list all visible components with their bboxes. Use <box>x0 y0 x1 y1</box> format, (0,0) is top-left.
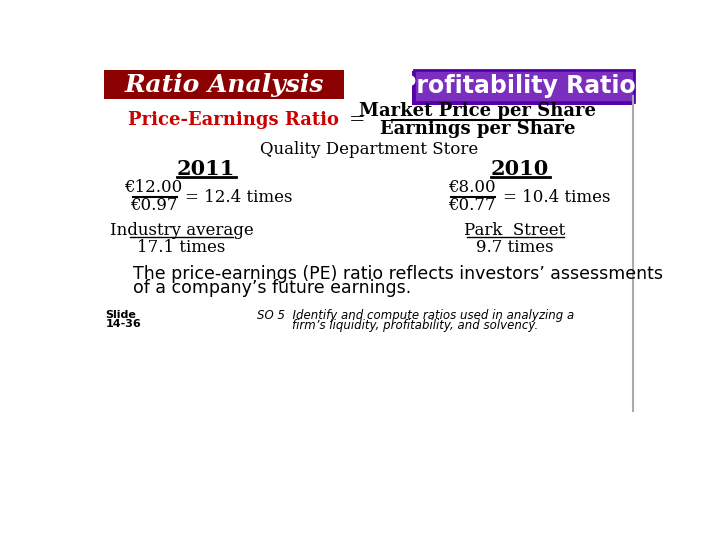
Text: 2010: 2010 <box>491 159 549 179</box>
Text: SO 5  Identify and compute ratios used in analyzing a: SO 5 Identify and compute ratios used in… <box>257 309 574 322</box>
Text: Park  Street: Park Street <box>464 222 565 239</box>
Text: Profitability Ratios: Profitability Ratios <box>399 73 649 98</box>
FancyBboxPatch shape <box>104 70 344 99</box>
Text: €12.00: €12.00 <box>125 179 183 197</box>
FancyBboxPatch shape <box>414 70 634 102</box>
Text: €0.77: €0.77 <box>449 197 496 214</box>
Text: Industry average: Industry average <box>109 222 253 239</box>
Text: Price-Earnings Ratio: Price-Earnings Ratio <box>128 111 339 129</box>
Text: 9.7 times: 9.7 times <box>476 239 554 256</box>
Text: Earnings per Share: Earnings per Share <box>379 120 575 138</box>
Text: Market Price per Share: Market Price per Share <box>359 102 596 120</box>
Text: of a company’s future earnings.: of a company’s future earnings. <box>132 279 411 297</box>
Text: =: = <box>349 111 366 129</box>
Text: €8.00: €8.00 <box>449 179 496 197</box>
Text: = 10.4 times: = 10.4 times <box>503 189 611 206</box>
Text: 14-36: 14-36 <box>106 319 141 329</box>
Text: €0.97: €0.97 <box>130 197 177 214</box>
Text: = 12.4 times: = 12.4 times <box>184 189 292 206</box>
Text: 17.1 times: 17.1 times <box>138 239 225 256</box>
Text: 2011: 2011 <box>177 159 235 179</box>
Text: firm’s liquidity, profitability, and solvency.: firm’s liquidity, profitability, and sol… <box>292 319 539 332</box>
Text: Quality Department Store: Quality Department Store <box>260 141 478 158</box>
FancyBboxPatch shape <box>412 71 634 105</box>
Text: The price-earnings (PE) ratio reflects investors’ assessments: The price-earnings (PE) ratio reflects i… <box>132 265 662 284</box>
Text: Ratio Analysis: Ratio Analysis <box>125 73 324 97</box>
Text: Slide: Slide <box>106 310 136 320</box>
